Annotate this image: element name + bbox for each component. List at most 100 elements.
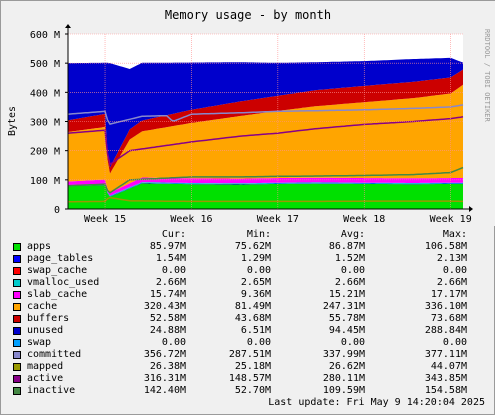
legend-value-max: 44.07M: [430, 361, 467, 372]
legend-label: swap_cache: [27, 265, 88, 276]
legend-value-cur: 24.88M: [149, 325, 186, 336]
legend-row-active: active 316.31M 148.57M 280.11M 343.85M: [13, 373, 493, 385]
legend-row-mapped: mapped 26.38M 25.18M 26.62M 44.07M: [13, 361, 493, 373]
legend-label: page_tables: [27, 253, 94, 264]
legend-value-cur: 26.38M: [149, 361, 186, 372]
y-tick-label: 100 M: [30, 176, 60, 187]
legend-value-max: 288.84M: [424, 325, 467, 336]
legend-swatch: [13, 279, 21, 287]
y-tick-label: 600 M: [30, 30, 60, 41]
line-mapped: [68, 196, 463, 203]
legend-value-cur: 2.66M: [155, 277, 186, 288]
legend-value-max: 154.58M: [424, 385, 467, 396]
legend-value-cur: 15.74M: [149, 289, 186, 300]
legend-label: inactive: [27, 385, 76, 396]
chart-title: Memory usage - by month: [165, 8, 331, 22]
legend-row-swap: swap 0.00 0.00 0.00 0.00: [13, 337, 493, 349]
legend-swatch: [13, 243, 21, 251]
legend-label: slab_cache: [27, 289, 88, 300]
axes: [65, 24, 473, 212]
legend-value-max: 2.66M: [436, 277, 467, 288]
legend-value-cur: 356.72M: [143, 349, 186, 360]
legend-row-cache: cache 320.43M 81.49M 247.31M 336.10M: [13, 301, 493, 313]
legend-value-max: 343.85M: [424, 373, 467, 384]
legend-value-max: 336.10M: [424, 301, 467, 312]
legend-row-inactive: inactive 142.40M 52.70M 109.59M 154.58M: [13, 385, 493, 397]
legend-value-max: 377.11M: [424, 349, 467, 360]
legend-value-avg: 86.87M: [328, 241, 365, 252]
legend-value-min: 75.62M: [234, 241, 271, 252]
y-tick-label: 500 M: [30, 59, 60, 70]
legend-label: apps: [27, 241, 52, 252]
legend-swatch: [13, 291, 21, 299]
legend-value-cur: 0.00: [161, 265, 186, 276]
legend-value-min: 81.49M: [234, 301, 271, 312]
legend-swatch: [13, 375, 21, 383]
header-max: Max:: [442, 229, 467, 240]
legend-label: cache: [27, 301, 58, 312]
y-axis-arrow: [65, 24, 71, 28]
legend-value-max: 0.00: [442, 265, 467, 276]
y-tick-label: 400 M: [30, 88, 60, 99]
legend-value-avg: 26.62M: [328, 361, 365, 372]
legend-value-max: 2.13M: [436, 253, 467, 264]
header-avg: Avg:: [340, 229, 365, 240]
legend-value-min: 0.00: [246, 337, 271, 348]
legend-value-min: 0.00: [246, 265, 271, 276]
legend-swatch: [13, 387, 21, 395]
legend-swatch: [13, 327, 21, 335]
legend-value-cur: 142.40M: [143, 385, 186, 396]
line-inactive: [67, 166, 464, 194]
last-update-text: Last update: Fri May 9 14:20:04 2025: [268, 397, 485, 408]
legend-value-avg: 2.66M: [334, 277, 365, 288]
legend-value-min: 6.51M: [240, 325, 271, 336]
legend-value-min: 287.51M: [228, 349, 271, 360]
legend-swatch: [13, 351, 21, 359]
legend-value-cur: 1.54M: [155, 253, 186, 264]
legend-value-max: 0.00: [442, 337, 467, 348]
legend-label: committed: [27, 349, 82, 360]
legend-value-max: 106.58M: [424, 241, 467, 252]
legend-value-cur: 316.31M: [143, 373, 186, 384]
x-tick-label: Week 16: [170, 214, 212, 225]
legend-swatch: [13, 303, 21, 311]
legend-value-min: 43.68M: [234, 313, 271, 324]
line-active: [67, 116, 464, 166]
x-tick-label: Week 15: [84, 214, 126, 225]
x-tick-label: Week 18: [343, 214, 385, 225]
header-cur: Cur:: [161, 229, 186, 240]
legend-value-avg: 109.59M: [322, 385, 365, 396]
legend-row-buffers: buffers 52.58M 43.68M 55.78M 73.68M: [13, 313, 493, 325]
y-tick-label: 300 M: [30, 118, 60, 129]
legend-value-min: 2.65M: [240, 277, 271, 288]
y-tick-label: 0: [54, 205, 60, 216]
legend-swatch: [13, 255, 21, 263]
legend-swatch: [13, 363, 21, 371]
x-tick-labels: Week 15 Week 16 Week 17 Week 18 Week 19: [84, 214, 472, 225]
legend-label: vmalloc_used: [27, 277, 100, 288]
legend-row-vmalloc-used: vmalloc_used 2.66M 2.65M 2.66M 2.66M: [13, 277, 493, 289]
legend-row-swap-cache: swap_cache 0.00 0.00 0.00 0.00: [13, 265, 493, 277]
area-unused: [68, 57, 463, 168]
legend-label: buffers: [27, 313, 70, 324]
header-min: Min:: [246, 229, 271, 240]
legend-label: active: [27, 373, 64, 384]
legend-value-avg: 55.78M: [328, 313, 365, 324]
legend-value-avg: 15.21M: [328, 289, 365, 300]
y-tick-labels: 0 100 M 200 M 300 M 400 M 500 M 600 M: [30, 30, 68, 216]
legend-value-avg: 0.00: [340, 265, 365, 276]
legend-value-avg: 94.45M: [328, 325, 365, 336]
legend-row-committed: committed 356.72M 287.51M 337.99M 377.11M: [13, 349, 493, 361]
legend-swatch: [13, 267, 21, 275]
legend-swatch: [13, 339, 21, 347]
legend-value-min: 25.18M: [234, 361, 271, 372]
legend-value-min: 9.36M: [240, 289, 271, 300]
x-axis-arrow: [469, 206, 473, 212]
x-tick-label: Week 17: [257, 214, 299, 225]
legend-value-max: 73.68M: [430, 313, 467, 324]
legend-value-cur: 320.43M: [143, 301, 186, 312]
legend-value-avg: 0.00: [340, 337, 365, 348]
legend-value-avg: 1.52M: [334, 253, 365, 264]
legend-value-min: 52.70M: [234, 385, 271, 396]
